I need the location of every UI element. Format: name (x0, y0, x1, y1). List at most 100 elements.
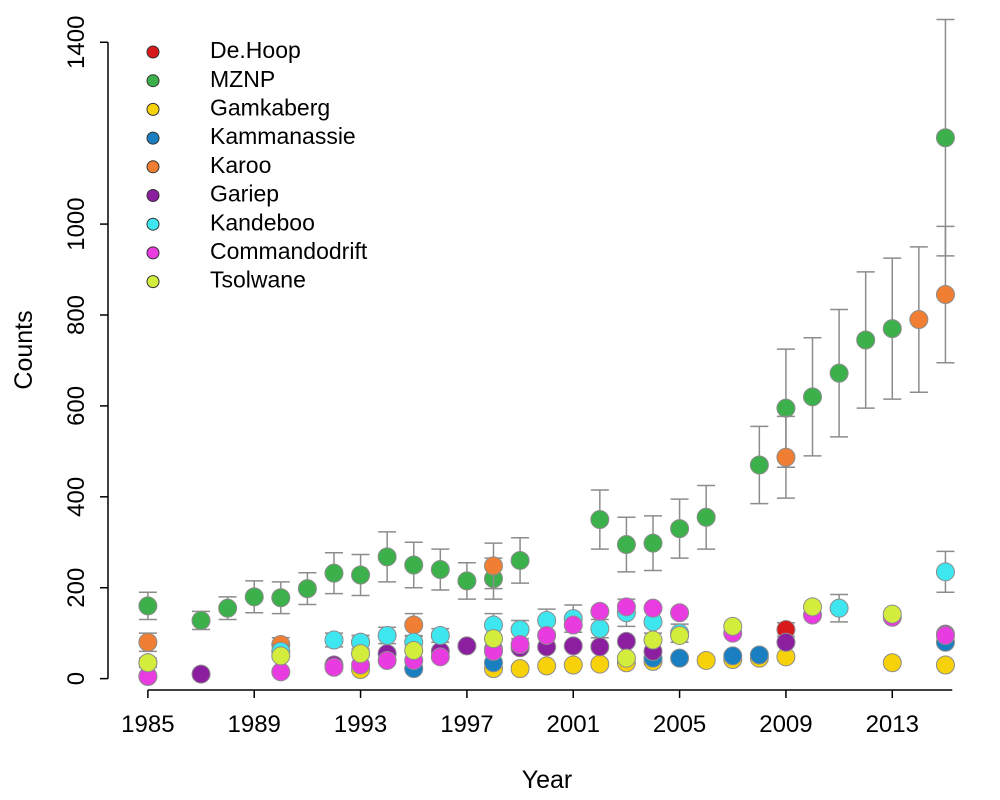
point (590, 637, 610, 657)
point (616, 648, 636, 668)
point (776, 447, 796, 467)
point (457, 571, 477, 591)
point (138, 596, 158, 616)
point (404, 615, 424, 635)
legend-label: Gariep (210, 181, 279, 207)
x-tick-label: 1997 (440, 711, 493, 738)
point (510, 659, 530, 679)
point (670, 603, 690, 623)
point (271, 588, 291, 608)
point (297, 579, 317, 599)
point (590, 654, 610, 674)
legend-label: De.Hoop (210, 37, 301, 63)
y-tick-label: 800 (63, 295, 90, 335)
point (590, 619, 610, 639)
point (430, 625, 450, 645)
point (909, 310, 929, 330)
legend-label: Kandeboo (210, 209, 315, 235)
x-axis-label: Year (522, 766, 573, 794)
point (616, 535, 636, 555)
point (563, 655, 583, 675)
point (696, 650, 716, 670)
legend-label: Tsolwane (210, 267, 306, 293)
point (377, 650, 397, 670)
legend-label: MZNP (210, 66, 275, 92)
point (643, 630, 663, 650)
point (749, 645, 769, 665)
legend-label: Kammanassie (210, 123, 356, 149)
point (829, 598, 849, 618)
point (935, 625, 955, 645)
point (138, 653, 158, 673)
legend-label: Karoo (210, 152, 271, 178)
point (882, 604, 902, 624)
point (457, 636, 477, 656)
point (537, 625, 557, 645)
point (191, 610, 211, 630)
x-tick-label: 1985 (121, 711, 174, 738)
point (882, 653, 902, 673)
point (882, 319, 902, 339)
point (324, 657, 344, 677)
point (590, 601, 610, 621)
legend-marker (146, 246, 160, 260)
point (483, 556, 503, 576)
point (643, 533, 663, 553)
point (404, 555, 424, 575)
legend-marker (146, 74, 160, 88)
legend-label: Gamkaberg (210, 94, 330, 120)
legend-marker (146, 131, 160, 145)
point (696, 507, 716, 527)
point (191, 664, 211, 684)
x-tick-label: 2001 (547, 711, 600, 738)
point (377, 625, 397, 645)
point (271, 662, 291, 682)
legend-marker (146, 217, 160, 231)
point (616, 631, 636, 651)
point (563, 615, 583, 635)
x-tick-label: 2009 (759, 711, 812, 738)
x-tick-label: 1993 (334, 711, 387, 738)
point (430, 647, 450, 667)
point (723, 616, 743, 636)
y-tick-label: 600 (63, 386, 90, 426)
y-tick-label: 1400 (63, 16, 90, 69)
point (537, 656, 557, 676)
point (776, 398, 796, 418)
legend-marker (146, 275, 160, 289)
point (935, 128, 955, 148)
point (138, 632, 158, 652)
point (510, 550, 530, 570)
point (749, 455, 769, 475)
point (244, 587, 264, 607)
point (803, 387, 823, 407)
point (935, 285, 955, 305)
legend-marker (146, 45, 160, 59)
point (803, 597, 823, 617)
point (670, 625, 690, 645)
point (935, 655, 955, 675)
point (351, 565, 371, 585)
legend-label: Commandodrift (210, 238, 368, 264)
legend-marker (146, 189, 160, 202)
legend-marker (146, 102, 160, 116)
point (377, 547, 397, 567)
x-tick-label: 2005 (653, 711, 706, 738)
point (430, 560, 450, 580)
point (483, 629, 503, 649)
x-tick-label: 1989 (228, 711, 281, 738)
point (510, 635, 530, 655)
point (829, 363, 849, 383)
point (351, 644, 371, 664)
y-tick-label: 200 (63, 568, 90, 608)
point (324, 630, 344, 650)
y-tick-label: 0 (63, 672, 90, 685)
point (218, 598, 238, 618)
point (776, 632, 796, 652)
point (723, 646, 743, 666)
point (404, 640, 424, 660)
point (324, 563, 344, 583)
point (563, 636, 583, 656)
point (856, 330, 876, 350)
x-tick-label: 2013 (866, 711, 919, 738)
